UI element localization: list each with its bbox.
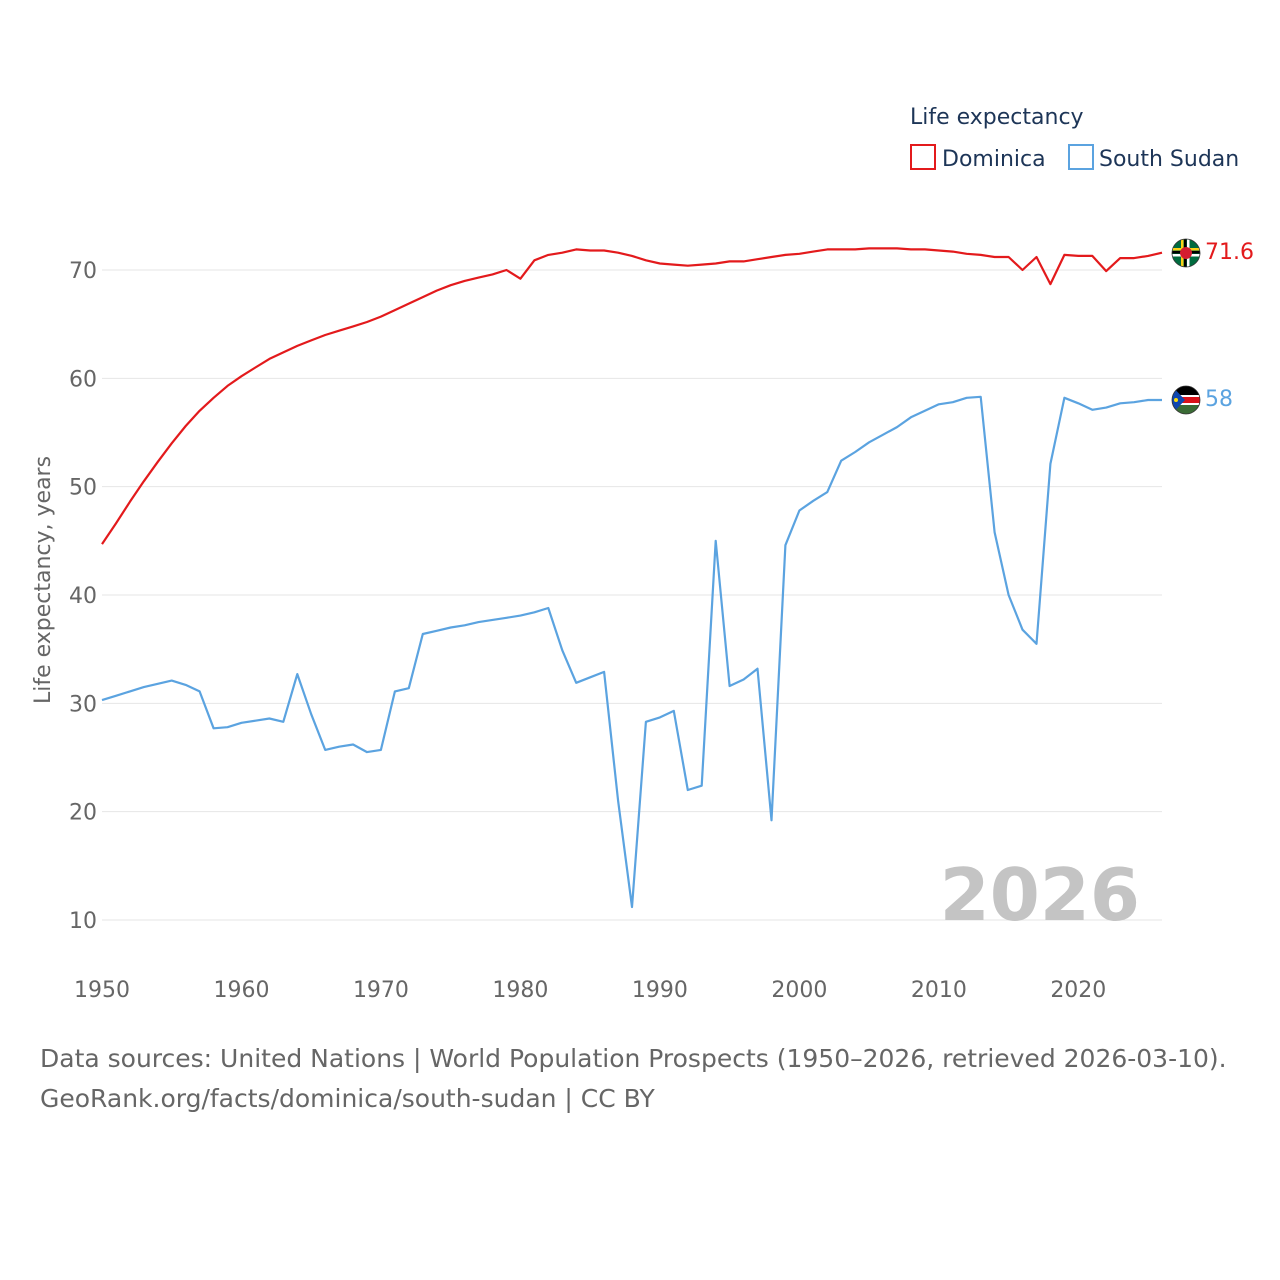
series-line-south-sudan [101,395,1162,909]
x-tick-1970: 1970 [353,978,409,1003]
y-tick-30: 30 [69,692,97,717]
legend-title: Life expectancy [910,105,1084,130]
x-tick-1980: 1980 [492,978,548,1003]
legend-swatch-south-sudan[interactable] [1068,144,1094,170]
legend-swatch-dominica[interactable] [910,144,936,170]
series-line-dominica [101,247,1163,545]
y-tick-70: 70 [69,259,97,284]
y-tick-20: 20 [69,801,97,826]
y-tick-60: 60 [69,367,97,392]
x-tick-labels: 1950 1960 1970 1980 1990 2000 2010 2020 [74,978,1106,1003]
series-lines [101,247,1163,909]
life-expectancy-chart: 10 20 30 40 50 60 70 1950 1960 1970 1980 1990 2000 2… [31,105,1254,1003]
y-tick-50: 50 [69,476,97,501]
x-tick-1950: 1950 [74,978,130,1003]
y-tick-10: 10 [69,909,97,934]
x-tick-2010: 2010 [911,978,967,1003]
x-tick-2000: 2000 [771,978,827,1003]
y-tick-labels: 10 20 30 40 50 60 70 [69,259,97,934]
year-watermark: 2026 [940,853,1140,937]
x-tick-2020: 2020 [1050,978,1106,1003]
end-markers [1171,238,1201,415]
grid-lines [102,269,1162,921]
data-source-text: Data sources: United Nations | World Pop… [40,1044,1227,1073]
legend-label-south-sudan[interactable]: South Sudan [1099,147,1239,172]
y-axis-label: Life expectancy, years [31,456,56,704]
y-tick-40: 40 [69,584,97,609]
dominica-end-label: 71.6 [1205,240,1254,265]
attribution-link[interactable]: GeoRank.org/facts/dominica/south-sudan |… [40,1084,655,1113]
legend-label-dominica[interactable]: Dominica [942,147,1046,172]
x-tick-1960: 1960 [213,978,269,1003]
x-tick-1990: 1990 [632,978,688,1003]
south-sudan-end-label: 58 [1205,387,1233,412]
south-sudan-flag-icon [1171,385,1201,415]
dominica-flag-icon [1171,238,1201,268]
